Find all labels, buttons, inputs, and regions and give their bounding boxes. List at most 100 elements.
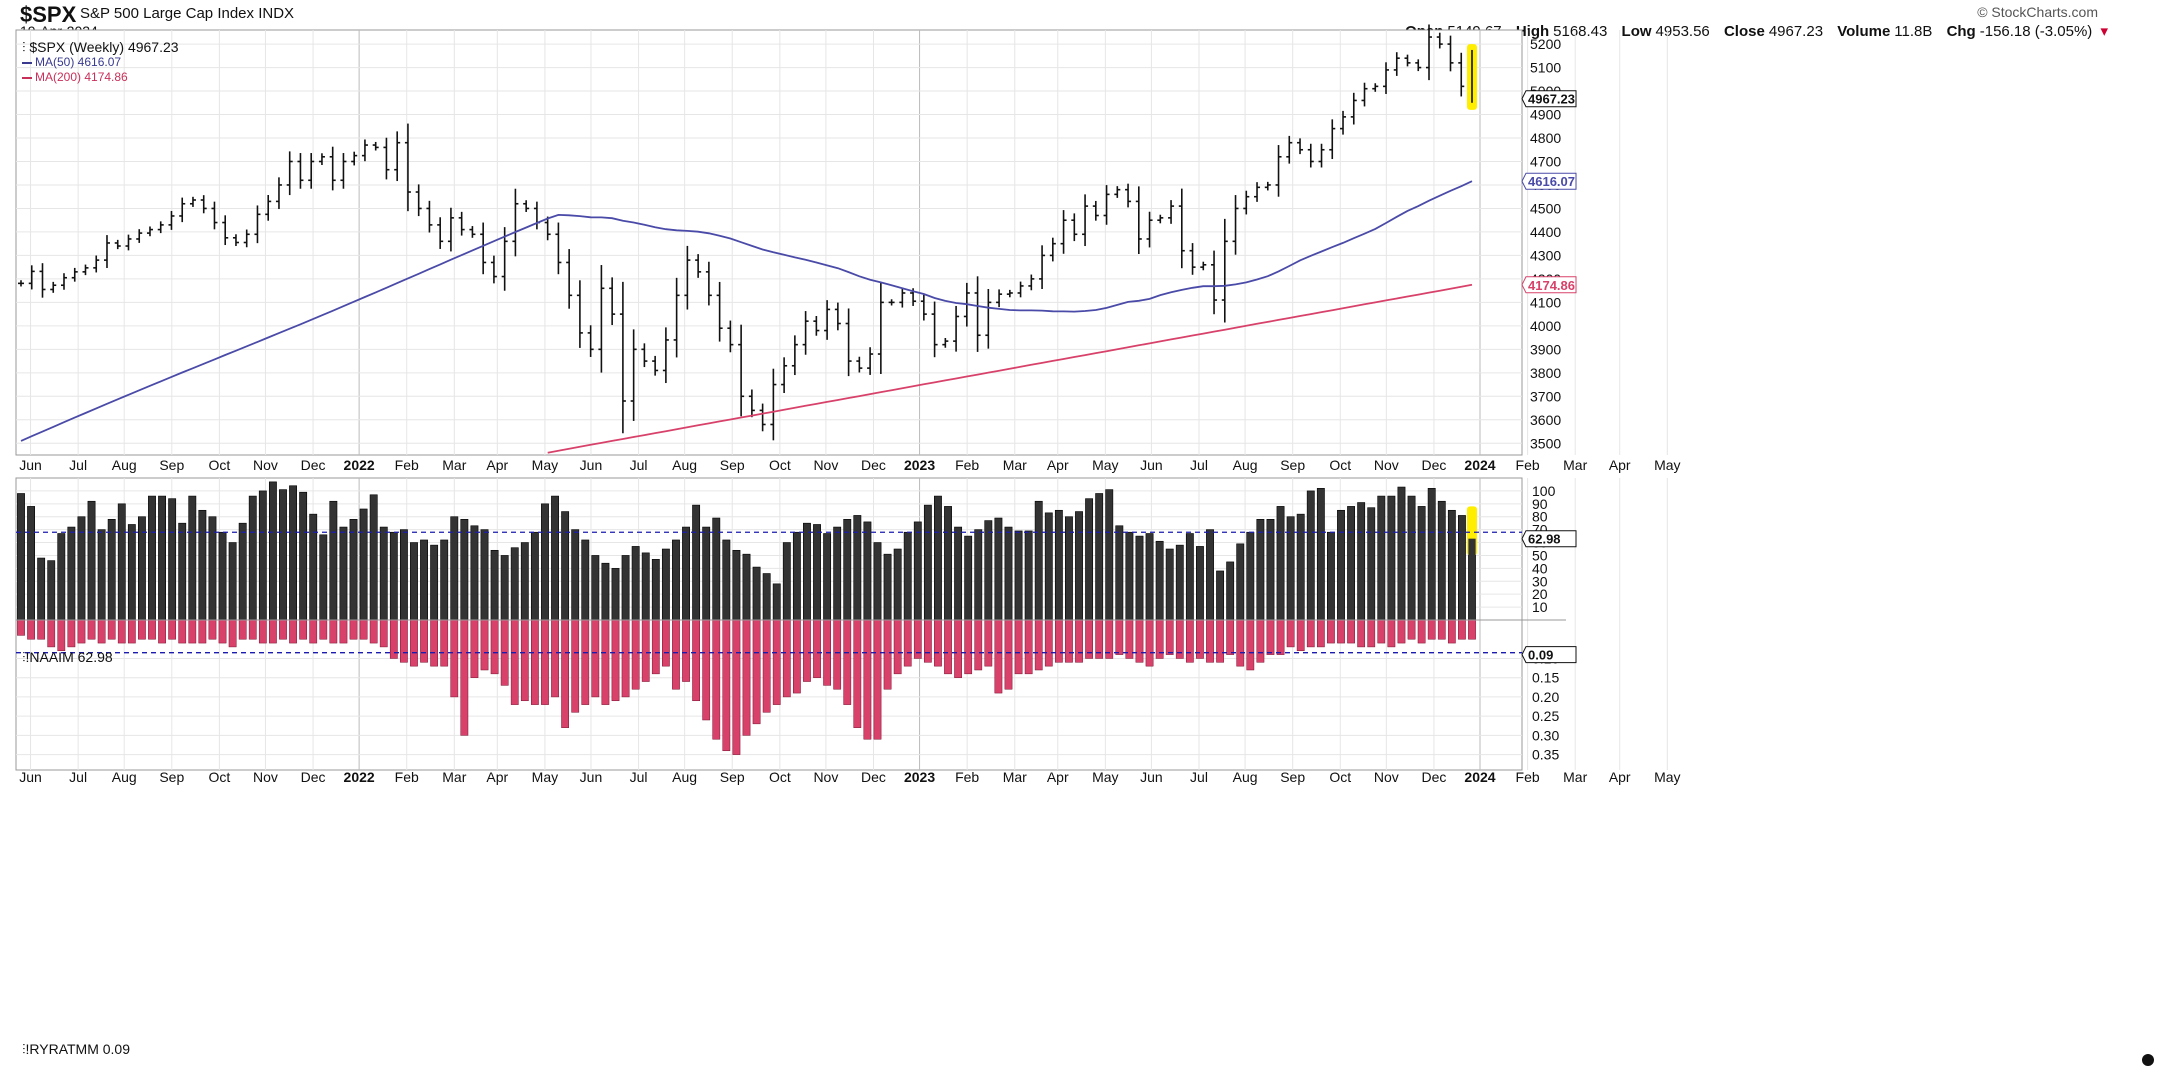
month-label-top: 2022 — [344, 457, 375, 473]
ryrat-bar — [1397, 619, 1406, 644]
ohlc-bar — [168, 210, 175, 230]
price-tick-label: 3900 — [1530, 341, 1561, 357]
month-label-top: Feb — [955, 457, 979, 473]
ryrat-bar — [1367, 619, 1376, 648]
month-label-top: Feb — [395, 457, 419, 473]
ohlc-bar — [738, 324, 745, 417]
ryrat-bar — [1004, 619, 1013, 690]
naaim-bar — [198, 509, 207, 621]
ryrat-bar — [127, 619, 136, 644]
ryrat-bar — [1296, 619, 1305, 652]
ohlc-bar — [1221, 218, 1228, 323]
ryrat-bar — [299, 619, 308, 640]
ohlc-bar — [50, 281, 57, 293]
month-label-top: Oct — [769, 457, 791, 473]
badge-ma50-box — [1521, 172, 1577, 190]
month-label-top: Nov — [253, 457, 278, 473]
naaim-bar — [47, 560, 56, 621]
naaim-bar — [722, 539, 731, 621]
naaim-bar — [1024, 530, 1033, 621]
naaim-bar — [168, 498, 177, 621]
ohlc-bar — [222, 215, 229, 246]
price-tick-label: 3700 — [1530, 388, 1561, 404]
naaim-bar — [1095, 493, 1104, 621]
ryrat-bar — [1216, 619, 1224, 663]
ohlc-bar — [813, 315, 820, 336]
ryrat-bar — [984, 619, 993, 667]
ryrat-bar — [279, 619, 287, 640]
ryrat-bar — [762, 619, 771, 713]
ryrat-bar — [1468, 619, 1476, 640]
naaim-bar — [984, 520, 993, 621]
ohlc-bar — [942, 338, 949, 348]
exchange-label: INDX — [258, 5, 295, 22]
ohlc-bar — [953, 305, 960, 352]
ohlc-bar — [469, 226, 476, 238]
ryrat-bar — [843, 619, 852, 705]
ryrat-bar — [692, 619, 700, 702]
month-label-top: Nov — [813, 457, 838, 473]
ryrat-bar — [430, 619, 439, 667]
month-label-top: Jun — [1140, 457, 1163, 473]
naaim-bar — [389, 531, 398, 621]
settings-icon[interactable] — [2142, 1054, 2154, 1066]
chevron-down-icon[interactable]: ▾ — [2100, 23, 2108, 40]
ohlc-bar — [60, 273, 67, 290]
ryrat-bar — [359, 619, 368, 640]
ryrat-bar — [319, 619, 328, 640]
naaim-tick-label: 40 — [1532, 560, 1548, 576]
naaim-bar — [1034, 500, 1043, 621]
ryrat-bar — [954, 619, 962, 678]
ryrat-bar — [400, 619, 408, 663]
ohlc-bar — [523, 200, 530, 212]
ohlc-bar — [791, 335, 798, 376]
month-label-top: May — [1092, 457, 1118, 473]
ryrat-bar — [1246, 619, 1255, 671]
ohlc-bar — [426, 200, 433, 233]
naaim-bar — [410, 542, 418, 621]
ohlc-bar — [308, 153, 315, 189]
ohlc-bar — [39, 263, 46, 298]
ryrat-bar — [67, 619, 76, 648]
naaim-tick-label: 80 — [1532, 509, 1548, 525]
naaim-bar — [279, 489, 287, 621]
naaim-bar — [127, 524, 136, 621]
naaim-bar — [611, 568, 620, 621]
naaim-bar — [651, 559, 660, 621]
ryrat-bar — [1417, 619, 1426, 644]
ryrat-bar — [57, 619, 66, 652]
ryrat-bar — [1145, 619, 1154, 667]
ryrat-bar — [269, 619, 277, 644]
badge-price: 4967.23 — [1528, 92, 1575, 107]
naaim-bar — [1347, 506, 1356, 621]
naaim-bar — [591, 555, 600, 621]
month-label-bottom: Jul — [69, 769, 87, 785]
ohlc-bar — [598, 265, 605, 373]
ryrat-bar — [198, 619, 207, 644]
naaim-bar — [1266, 519, 1275, 621]
naaim-bar — [228, 542, 237, 621]
ryrat-bar — [329, 619, 338, 644]
ohlc-bar — [1372, 83, 1379, 92]
ryrat-bar — [218, 619, 227, 644]
naaim-bar — [803, 522, 811, 621]
ohlc-bar — [1082, 194, 1089, 247]
ohlc-bar — [662, 327, 669, 384]
ryrat-bar — [1034, 619, 1043, 671]
naaim-bar — [813, 524, 821, 621]
stat-high-value: 5168.43 — [1553, 23, 1608, 40]
ryrat-bar — [1075, 619, 1083, 663]
ohlc-bar — [71, 267, 78, 282]
month-label-top: Aug — [1233, 457, 1258, 473]
ryrat-bar — [148, 619, 156, 640]
naaim-bar — [782, 542, 791, 621]
naaim-tick-label: 50 — [1532, 547, 1548, 563]
ohlc-bar — [18, 280, 24, 287]
stat-close-value: 4967.23 — [1768, 23, 1824, 40]
ryrat-tick-label: 0.25 — [1532, 708, 1559, 724]
ohlc-bar — [211, 201, 218, 230]
credit-label: © StockCharts.com — [1977, 4, 2098, 20]
naaim-bar — [682, 526, 690, 621]
month-label-top: Jul — [1190, 457, 1208, 473]
ohlc-bar — [179, 197, 186, 223]
